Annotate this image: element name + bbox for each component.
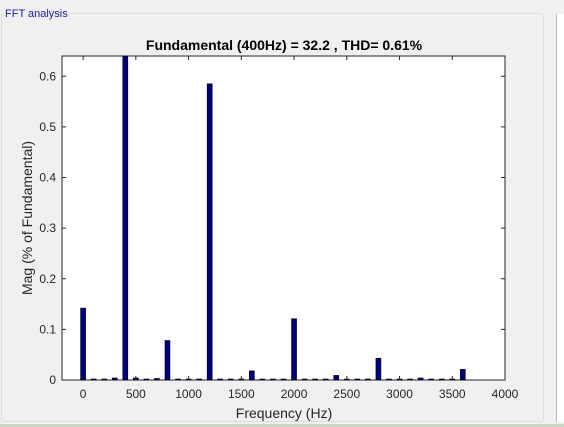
bar-3200hz	[417, 377, 424, 381]
bar-2000hz	[291, 318, 297, 381]
y-tick-label: 0	[49, 373, 56, 387]
x-tick-label: 2500	[333, 387, 360, 401]
bar-1400hz	[227, 378, 234, 381]
axis-ticks: 0 500 1000 1500 2000 2500 3000 3500 4000 0 0.1 0.2 0…	[39, 56, 519, 401]
y-tick-label: 0.4	[39, 171, 56, 185]
bar-900hz	[175, 378, 181, 381]
x-tick-label: 2000	[281, 387, 308, 401]
bar-1300hz	[217, 378, 224, 381]
bar-1100hz	[196, 378, 202, 381]
chart-title: Fundamental (400Hz) = 32.2 , THD= 0.61%	[146, 37, 423, 53]
y-tick-label: 0.5	[39, 120, 56, 134]
x-tick-label: 1000	[175, 387, 202, 401]
bar-600hz	[143, 378, 150, 381]
side-panel-edge	[556, 14, 564, 422]
bar-2700hz	[365, 378, 371, 381]
x-tick-label: 4000	[492, 387, 519, 401]
bar-1600hz	[249, 370, 255, 381]
bar-200hz	[101, 378, 107, 381]
bar-400hz	[122, 55, 129, 381]
bar-series	[80, 55, 466, 381]
x-tick-label: 0	[80, 387, 87, 401]
bar-1200hz	[206, 83, 213, 381]
bar-0hz	[80, 307, 86, 381]
y-tick-label: 0.2	[39, 272, 56, 286]
bar-1800hz	[270, 378, 276, 381]
fft-analysis-panel	[1, 13, 544, 422]
bar-2800hz	[375, 357, 382, 381]
y-tick-label: 0.1	[39, 322, 56, 336]
bar-100hz	[90, 378, 97, 381]
bar-700hz	[154, 378, 160, 381]
bar-3400hz	[438, 378, 445, 381]
x-tick-label: 1500	[228, 387, 255, 401]
bar-300hz	[111, 377, 118, 381]
y-tick-label: 0.6	[39, 69, 56, 83]
bar-2400hz	[333, 375, 340, 381]
bar-3600hz	[460, 369, 466, 381]
x-tick-label: 500	[126, 387, 146, 401]
x-tick-label: 3000	[386, 387, 413, 401]
bar-2100hz	[301, 378, 308, 381]
bar-2900hz	[386, 378, 392, 381]
plot-area	[61, 55, 506, 381]
x-axis-label: Frequency (Hz)	[236, 405, 332, 421]
bar-800hz	[164, 340, 171, 381]
y-axis-label: Mag (% of Fundamental)	[19, 141, 35, 295]
bar-2600hz	[354, 378, 361, 381]
x-tick-label: 3500	[439, 387, 466, 401]
bar-2200hz	[312, 378, 318, 381]
panel-title: FFT analysis	[3, 8, 70, 21]
bar-1700hz	[259, 378, 266, 381]
bar-3100hz	[407, 378, 413, 381]
y-tick-label: 0.3	[39, 221, 56, 235]
bar-2300hz	[322, 378, 329, 381]
bottom-divider	[0, 424, 564, 427]
bar-3300hz	[428, 378, 434, 381]
bar-1900hz	[280, 378, 287, 381]
